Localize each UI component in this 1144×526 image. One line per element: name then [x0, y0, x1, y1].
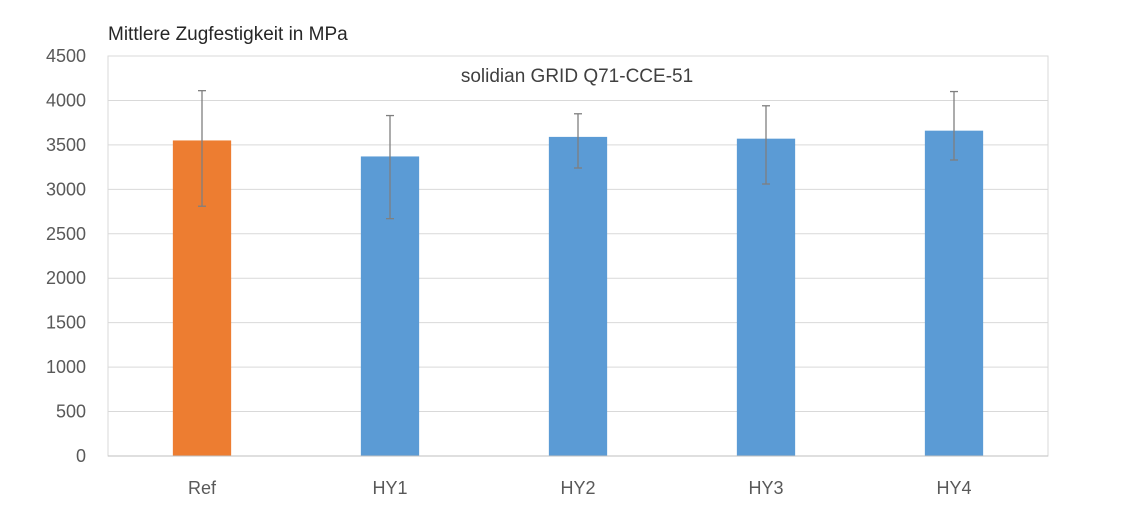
y-tick-label: 4500	[46, 46, 86, 66]
bar-hy4	[924, 130, 984, 456]
y-tick-label: 3000	[46, 179, 86, 199]
x-tick-label: HY4	[936, 478, 971, 498]
error-bar-ref	[198, 90, 206, 207]
y-tick-label: 500	[56, 402, 86, 422]
y-tick-label: 4000	[46, 90, 86, 110]
bars	[172, 130, 984, 456]
y-tick-label: 3500	[46, 135, 86, 155]
error-bar-hy2	[574, 113, 582, 169]
x-tick-label: HY1	[372, 478, 407, 498]
error-bar-hy4	[950, 90, 958, 161]
error-bars	[198, 90, 958, 220]
bar-hy2	[548, 136, 608, 456]
bar-hy3	[736, 138, 796, 456]
y-tick-label: 2500	[46, 224, 86, 244]
error-bar-hy3	[762, 105, 770, 185]
y-tick-label: 2000	[46, 268, 86, 288]
y-tick-label: 1500	[46, 313, 86, 333]
x-tick-label: HY3	[748, 478, 783, 498]
y-tick-label: 1000	[46, 357, 86, 377]
y-axis-label: Mittlere Zugfestigkeit in MPa	[108, 24, 348, 45]
y-tick-label: 0	[76, 446, 86, 466]
x-tick-label: Ref	[188, 478, 217, 498]
x-axis-ticks: Ref HY1 HY2 HY3 HY4	[188, 478, 972, 498]
x-tick-label: HY2	[560, 478, 595, 498]
error-bar-hy1	[386, 114, 394, 220]
y-axis-ticks: 0 500 1000 1500 2000 2500 3000 3500 4000 4500	[46, 46, 86, 466]
chart-title: solidian GRID Q71-CCE-51	[461, 66, 693, 87]
